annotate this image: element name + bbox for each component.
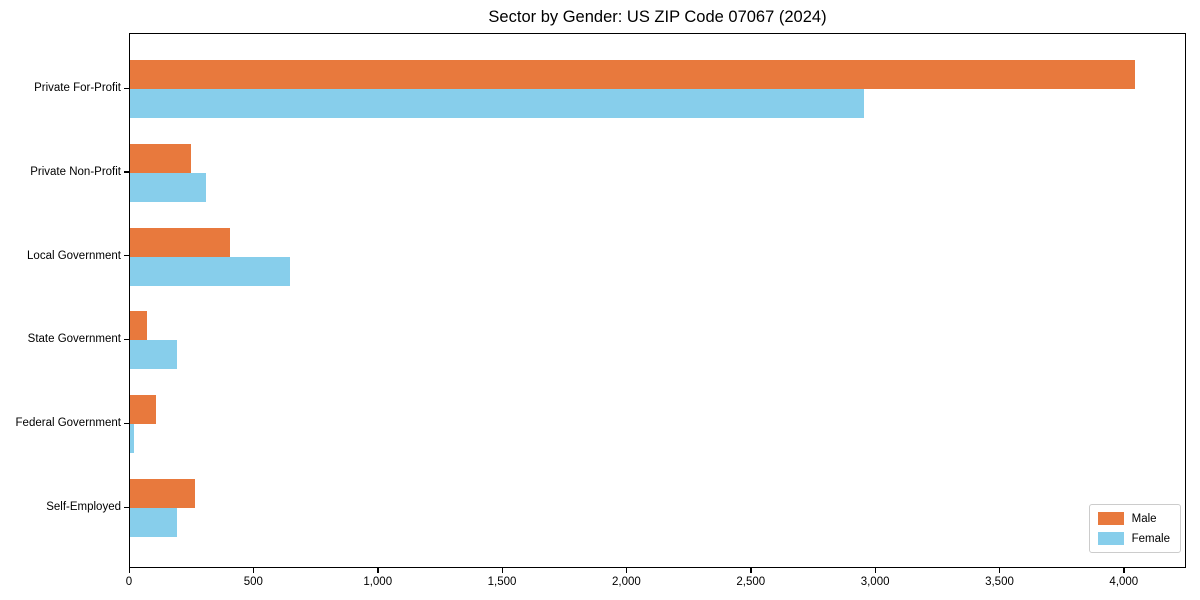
legend-swatch-female-icon [1097,532,1124,545]
y-tick-mark [124,422,129,424]
male-bar [130,227,230,257]
chart-title: Sector by Gender: US ZIP Code 07067 (202… [488,8,827,26]
male-bar [130,395,156,425]
legend-label-male: Male [1131,512,1157,525]
x-tick-label: 500 [243,576,263,588]
male-bar [130,479,195,508]
x-tick-label: 3,500 [985,576,1014,588]
y-tick-mark [124,87,129,89]
x-tick-mark [750,568,752,573]
y-tick-mark [124,171,129,173]
female-bar [130,256,291,286]
x-tick-label: 2,500 [736,576,766,588]
male-bar [130,143,191,173]
x-tick-mark [874,568,876,573]
plot-area: Male Female [129,33,1186,568]
legend: Male Female [1088,504,1181,553]
legend-swatch-male-icon [1097,512,1124,525]
x-tick-label: 3,000 [860,576,890,588]
y-tick-label: Self-Employed [46,501,121,513]
male-bar [130,311,147,341]
x-tick-mark [501,568,503,573]
female-bar [130,172,206,202]
y-tick-mark [124,338,129,341]
y-tick-mark [124,506,129,508]
x-tick-label: 4,000 [1109,576,1139,588]
x-tick-label: 1,500 [487,576,517,588]
x-tick-mark [377,568,379,573]
x-tick-label: 2,000 [612,576,641,588]
y-tick-label: Federal Government [15,417,121,430]
y-tick-label: Private Non-Profit [30,165,121,178]
x-tick-label: 0 [125,576,133,588]
legend-item-male: Male [1097,512,1170,525]
legend-item-female: Female [1097,532,1170,545]
female-bar [130,424,134,454]
legend-label-female: Female [1131,532,1170,545]
x-tick-mark [252,568,255,573]
x-tick-mark [1123,568,1125,573]
female-bar [130,340,178,370]
y-tick-label: State Government [27,333,121,346]
male-bar [130,60,1135,89]
y-tick-label: Private For-Profit [34,82,121,94]
y-tick-label: Local Government [27,249,121,262]
x-tick-mark [998,568,1001,573]
female-bar [130,508,178,537]
x-tick-label: 1,000 [363,576,393,588]
female-bar [130,89,864,118]
x-tick-mark [625,568,628,573]
x-tick-mark [128,568,130,573]
y-tick-mark [124,255,129,257]
